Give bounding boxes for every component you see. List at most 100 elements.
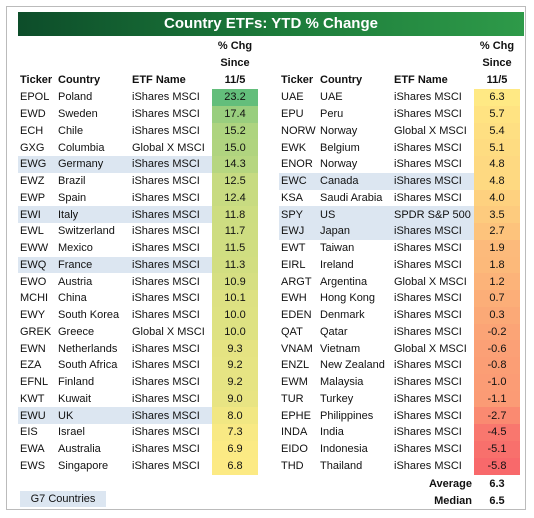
cell-value: 9.0 [227,392,243,405]
cell-value: 5.1 [489,141,505,154]
cell-etf: iShares MSCI [394,141,462,154]
cell-value: 12.5 [224,175,246,188]
cell-ticker: EWM [281,376,308,389]
column-header: Country [58,74,101,86]
summary-label: Average [428,478,472,491]
cell-ticker: EWS [20,459,46,472]
cell-ticker: EPOL [20,91,50,104]
g7-highlight [18,256,212,274]
heat-cell [474,105,520,123]
cell-ticker: EWP [20,191,46,204]
cell-etf: iShares MSCI [394,325,462,338]
cell-country: Peru [320,108,344,121]
cell-value: 11.5 [224,242,246,255]
cell-value: -0.8 [487,359,507,372]
cell-value: 11.8 [224,208,246,221]
heat-cell [212,122,258,140]
heat-cell [212,306,258,324]
cell-value: 6.8 [227,459,243,472]
cell-etf: iShares MSCI [132,409,200,422]
cell-etf: iShares MSCI [132,124,200,137]
cell-etf: iShares MSCI [394,225,462,238]
cell-value: 1.8 [489,258,505,271]
column-header: Ticker [20,74,53,86]
cell-ticker: EWY [20,309,46,322]
cell-ticker: THD [281,459,304,472]
cell-country: South Africa [58,359,118,372]
cell-country: Netherlands [58,342,118,355]
cell-etf: iShares MSCI [394,443,462,456]
cell-ticker: GXG [20,141,45,154]
heat-cell [212,373,258,391]
cell-value: 6.9 [227,443,243,456]
summary-value: 6.5 [489,495,505,508]
column-header: ETF Name [132,74,186,86]
heat-cell [474,424,520,442]
heat-cell [212,172,258,190]
heat-cell [212,223,258,241]
cell-ticker: EWC [281,175,307,188]
cell-country: Saudi Arabia [320,191,383,204]
cell-country: Australia [58,443,101,456]
heat-cell [474,373,520,391]
cell-value: -0.2 [487,325,507,338]
cell-value: 5.4 [489,124,505,137]
heat-cell [212,206,258,224]
cell-etf: iShares MSCI [394,309,462,322]
cell-country: US [320,208,336,221]
cell-country: Taiwan [320,242,355,255]
cell-value: 9.2 [227,376,243,389]
cell-etf: iShares MSCI [394,292,462,305]
cell-etf: iShares MSCI [132,392,200,405]
heat-cell [212,273,258,291]
cell-ticker: EWW [20,242,49,255]
cell-value: 4.8 [489,175,505,188]
cell-ticker: EWL [20,225,44,238]
cell-ticker: TUR [281,392,304,405]
cell-value: -5.1 [487,443,507,456]
heat-cell [212,290,258,308]
cell-etf: iShares MSCI [132,342,200,355]
heat-cell [474,239,520,257]
heat-cell [212,89,258,107]
cell-ticker: KWT [20,392,45,405]
cell-ticker: EWA [20,443,45,456]
cell-etf: iShares MSCI [394,426,462,439]
cell-country: South Korea [58,309,120,322]
cell-country: Vietnam [320,342,361,355]
heat-cell [474,172,520,190]
cell-country: France [58,258,93,271]
cell-etf: iShares MSCI [394,376,462,389]
cell-etf: Global X MSCI [132,141,205,154]
cell-country: China [58,292,87,305]
g7-highlight [18,407,212,424]
cell-country: Brazil [58,175,86,188]
cell-value: -2.7 [487,409,507,422]
cell-ticker: EPHE [281,409,311,422]
value-header: 11/5 [486,74,508,86]
cell-value: 14.3 [224,158,246,171]
cell-etf: Global X MSCI [394,124,467,137]
cell-etf: iShares MSCI [132,292,200,305]
cell-ticker: EFNL [20,376,49,389]
value-header: Since [482,57,512,69]
cell-etf: iShares MSCI [394,108,462,121]
cell-country: Israel [58,426,85,439]
cell-country: Switzerland [58,225,115,238]
cell-ticker: EWH [281,292,307,305]
cell-country: Norway [320,124,358,137]
cell-ticker: EDEN [281,309,312,322]
cell-etf: iShares MSCI [132,91,200,104]
cell-value: 23.2 [224,91,246,104]
cell-ticker: INDA [281,426,308,439]
cell-value: 9.2 [227,359,243,372]
heat-cell [212,156,258,174]
heat-cell [474,122,520,140]
cell-ticker: EWD [20,108,46,121]
cell-ticker: EIDO [281,443,308,456]
cell-ticker: EZA [20,359,42,372]
g7-highlight [18,206,212,223]
cell-etf: SPDR S&P 500 [394,208,471,221]
cell-value: 17.4 [224,108,246,121]
cell-ticker: SPY [281,208,304,221]
